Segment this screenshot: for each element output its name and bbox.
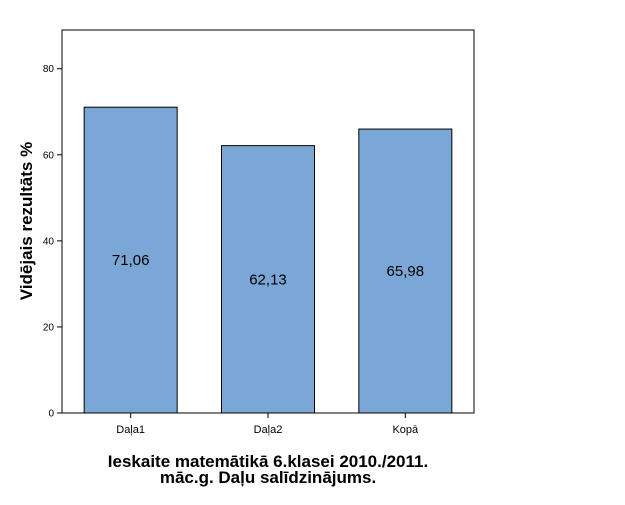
x-tick-label: Daļa2	[254, 424, 283, 436]
y-tick-label: 0	[48, 409, 54, 420]
bar	[221, 145, 315, 414]
x-axis-title-line-2: māc.g. Daļu salīdzinājums.	[160, 468, 376, 487]
x-tick-label: Kopā	[392, 424, 419, 436]
y-tick-label: 20	[43, 322, 55, 333]
bar-value-label: 62,13	[249, 271, 287, 288]
bar-value-label: 65,98	[387, 263, 425, 280]
plot-area: 0 20 40 60 80 71,06 Daļa1 62,13 Daļa2 65,98 Kopā	[43, 29, 475, 436]
y-tick-label: 80	[43, 64, 55, 75]
y-tick-label: 40	[43, 236, 55, 247]
x-axis-title-line-1: Ieskaite matemātikā 6.klasei 2010./2011.	[108, 452, 428, 471]
x-tick-label: Daļa1	[116, 424, 145, 436]
bar	[83, 106, 178, 414]
y-tick-label: 60	[43, 150, 55, 161]
bar-value-label: 71,06	[112, 252, 150, 269]
y-axis-title: Vidējais rezultāts %	[17, 142, 36, 300]
bar	[358, 128, 453, 414]
